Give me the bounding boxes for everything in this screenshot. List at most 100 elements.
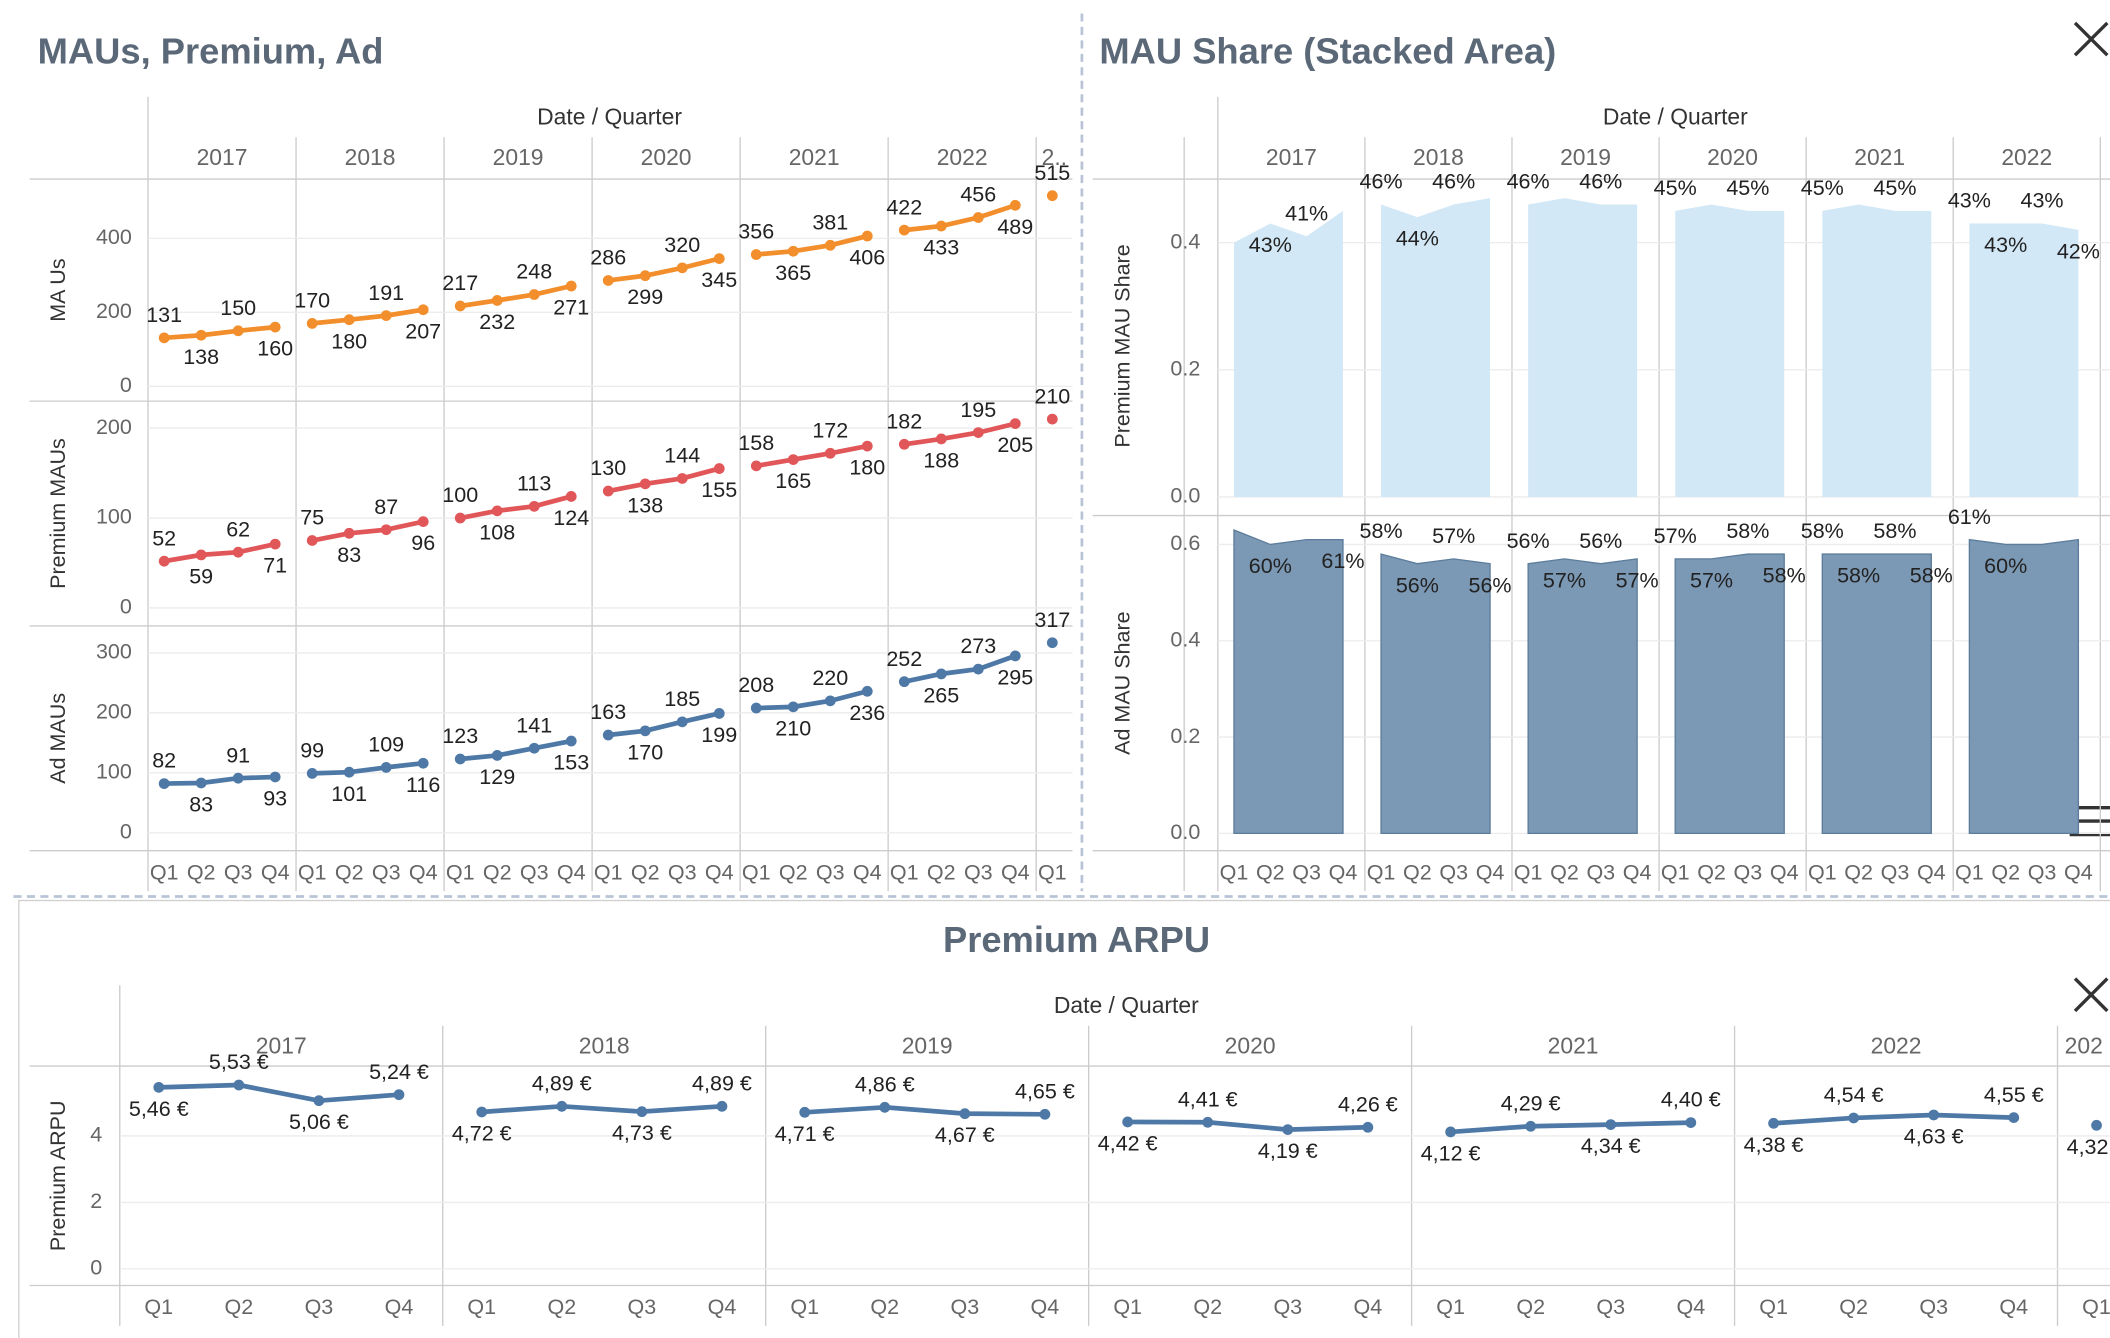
data-label: 58% xyxy=(1763,564,1806,588)
point xyxy=(716,1100,728,1112)
data-label: 124 xyxy=(553,506,589,530)
point xyxy=(787,701,799,713)
data-label: 248 xyxy=(516,260,552,284)
quarter-label: Q1 xyxy=(1436,1295,1465,1319)
x-axis-title: Date / Quarter xyxy=(1054,992,1199,1018)
year-label: 2021 xyxy=(1548,1032,1599,1058)
close-button[interactable] xyxy=(2073,21,2109,57)
point xyxy=(636,1106,648,1118)
data-label: 58% xyxy=(1801,519,1844,543)
y-tick-label: 0.0 xyxy=(1170,820,1200,844)
year-label: 2019 xyxy=(1560,144,1611,170)
line xyxy=(164,774,276,786)
point xyxy=(898,676,910,688)
data-label: 144 xyxy=(664,444,700,468)
y-tick-label: 400 xyxy=(96,225,132,249)
line xyxy=(1450,1120,1691,1135)
year-label: 2017 xyxy=(197,144,248,170)
data-label: 58% xyxy=(1910,564,1953,588)
year-label: 202 xyxy=(2065,1032,2103,1058)
point xyxy=(713,463,725,474)
data-label: 56% xyxy=(1507,529,1550,553)
data-label: 43% xyxy=(1948,189,1991,213)
data-label: 4,12 € xyxy=(1421,1141,1481,1165)
point xyxy=(343,766,355,778)
data-label: 141 xyxy=(516,713,552,737)
year-label: 2018 xyxy=(1413,144,1464,170)
quarter-label: Q2 xyxy=(483,860,512,884)
year-label: 2022 xyxy=(1871,1032,1922,1058)
year-label: 2018 xyxy=(345,144,396,170)
quarter-label: Q1 xyxy=(1514,860,1543,884)
y-tick-label: 300 xyxy=(96,640,132,664)
data-label: 365 xyxy=(775,261,811,285)
data-label: 52 xyxy=(152,526,176,550)
point xyxy=(1009,650,1021,662)
quarter-label: Q3 xyxy=(1273,1295,1302,1319)
quarter-label: Q2 xyxy=(1256,860,1285,884)
point xyxy=(602,485,614,497)
data-label: 163 xyxy=(590,700,626,724)
data-label: 100 xyxy=(442,483,478,507)
quarter-label: Q2 xyxy=(547,1295,576,1319)
year-label: 2020 xyxy=(641,144,692,170)
quarter-label: Q1 xyxy=(1113,1295,1142,1319)
data-label: 138 xyxy=(183,345,219,369)
data-label: 299 xyxy=(627,285,663,309)
point xyxy=(232,546,244,558)
point xyxy=(1445,1126,1457,1138)
point xyxy=(1009,199,1021,211)
data-label: 4,71 € xyxy=(775,1122,835,1146)
quarter-label: Q1 xyxy=(298,860,327,884)
point xyxy=(972,212,984,223)
quarter-label: Q3 xyxy=(2028,860,2057,884)
data-label: 381 xyxy=(812,210,848,234)
quarter-label: Q2 xyxy=(631,860,660,884)
quarter-label: Q4 xyxy=(1476,860,1505,884)
data-label: 87 xyxy=(374,495,398,519)
point xyxy=(602,275,614,286)
data-label: 62 xyxy=(226,517,250,541)
quarter-label: Q4 xyxy=(1623,860,1652,884)
area xyxy=(1968,538,2080,835)
data-label: 57% xyxy=(1432,524,1475,548)
data-label: 46% xyxy=(1507,170,1550,194)
data-label: 180 xyxy=(331,329,367,353)
quarter-label: Q1 xyxy=(1661,860,1690,884)
point xyxy=(393,1089,405,1101)
point xyxy=(1009,418,1021,429)
point xyxy=(1605,1119,1617,1130)
data-label: 131 xyxy=(146,303,182,327)
data-label: 345 xyxy=(701,268,737,292)
area xyxy=(1969,223,2079,497)
line xyxy=(903,653,1017,684)
point xyxy=(565,735,577,747)
point xyxy=(269,771,281,783)
data-label: 91 xyxy=(226,743,250,767)
quarter-label: Q3 xyxy=(305,1295,334,1319)
data-label: 46% xyxy=(1432,170,1475,194)
data-label: 45% xyxy=(1654,176,1697,200)
data-label: 205 xyxy=(997,433,1033,457)
data-label: 320 xyxy=(664,233,700,257)
y-tick-label: 0.2 xyxy=(1170,724,1200,748)
quarter-label: Q1 xyxy=(446,860,475,884)
data-label: 58% xyxy=(1837,564,1880,588)
line xyxy=(481,1103,723,1115)
data-label: 113 xyxy=(517,471,551,495)
quarter-label: Q1 xyxy=(1955,860,1984,884)
y-tick-label: 0 xyxy=(120,819,132,843)
quarter-label: Q3 xyxy=(628,1295,657,1319)
point xyxy=(491,750,503,761)
y-axis-title: Premium MAUs xyxy=(46,438,70,589)
close-button[interactable] xyxy=(2073,977,2109,1013)
quarter-label: Q3 xyxy=(816,860,845,884)
quarter-label: Q1 xyxy=(467,1295,496,1319)
point xyxy=(528,289,540,300)
point xyxy=(158,555,170,567)
data-label: 188 xyxy=(923,448,959,472)
quarter-label: Q1 xyxy=(144,1295,173,1319)
data-label: 57% xyxy=(1543,568,1586,592)
quarter-label: Q1 xyxy=(1808,860,1837,884)
